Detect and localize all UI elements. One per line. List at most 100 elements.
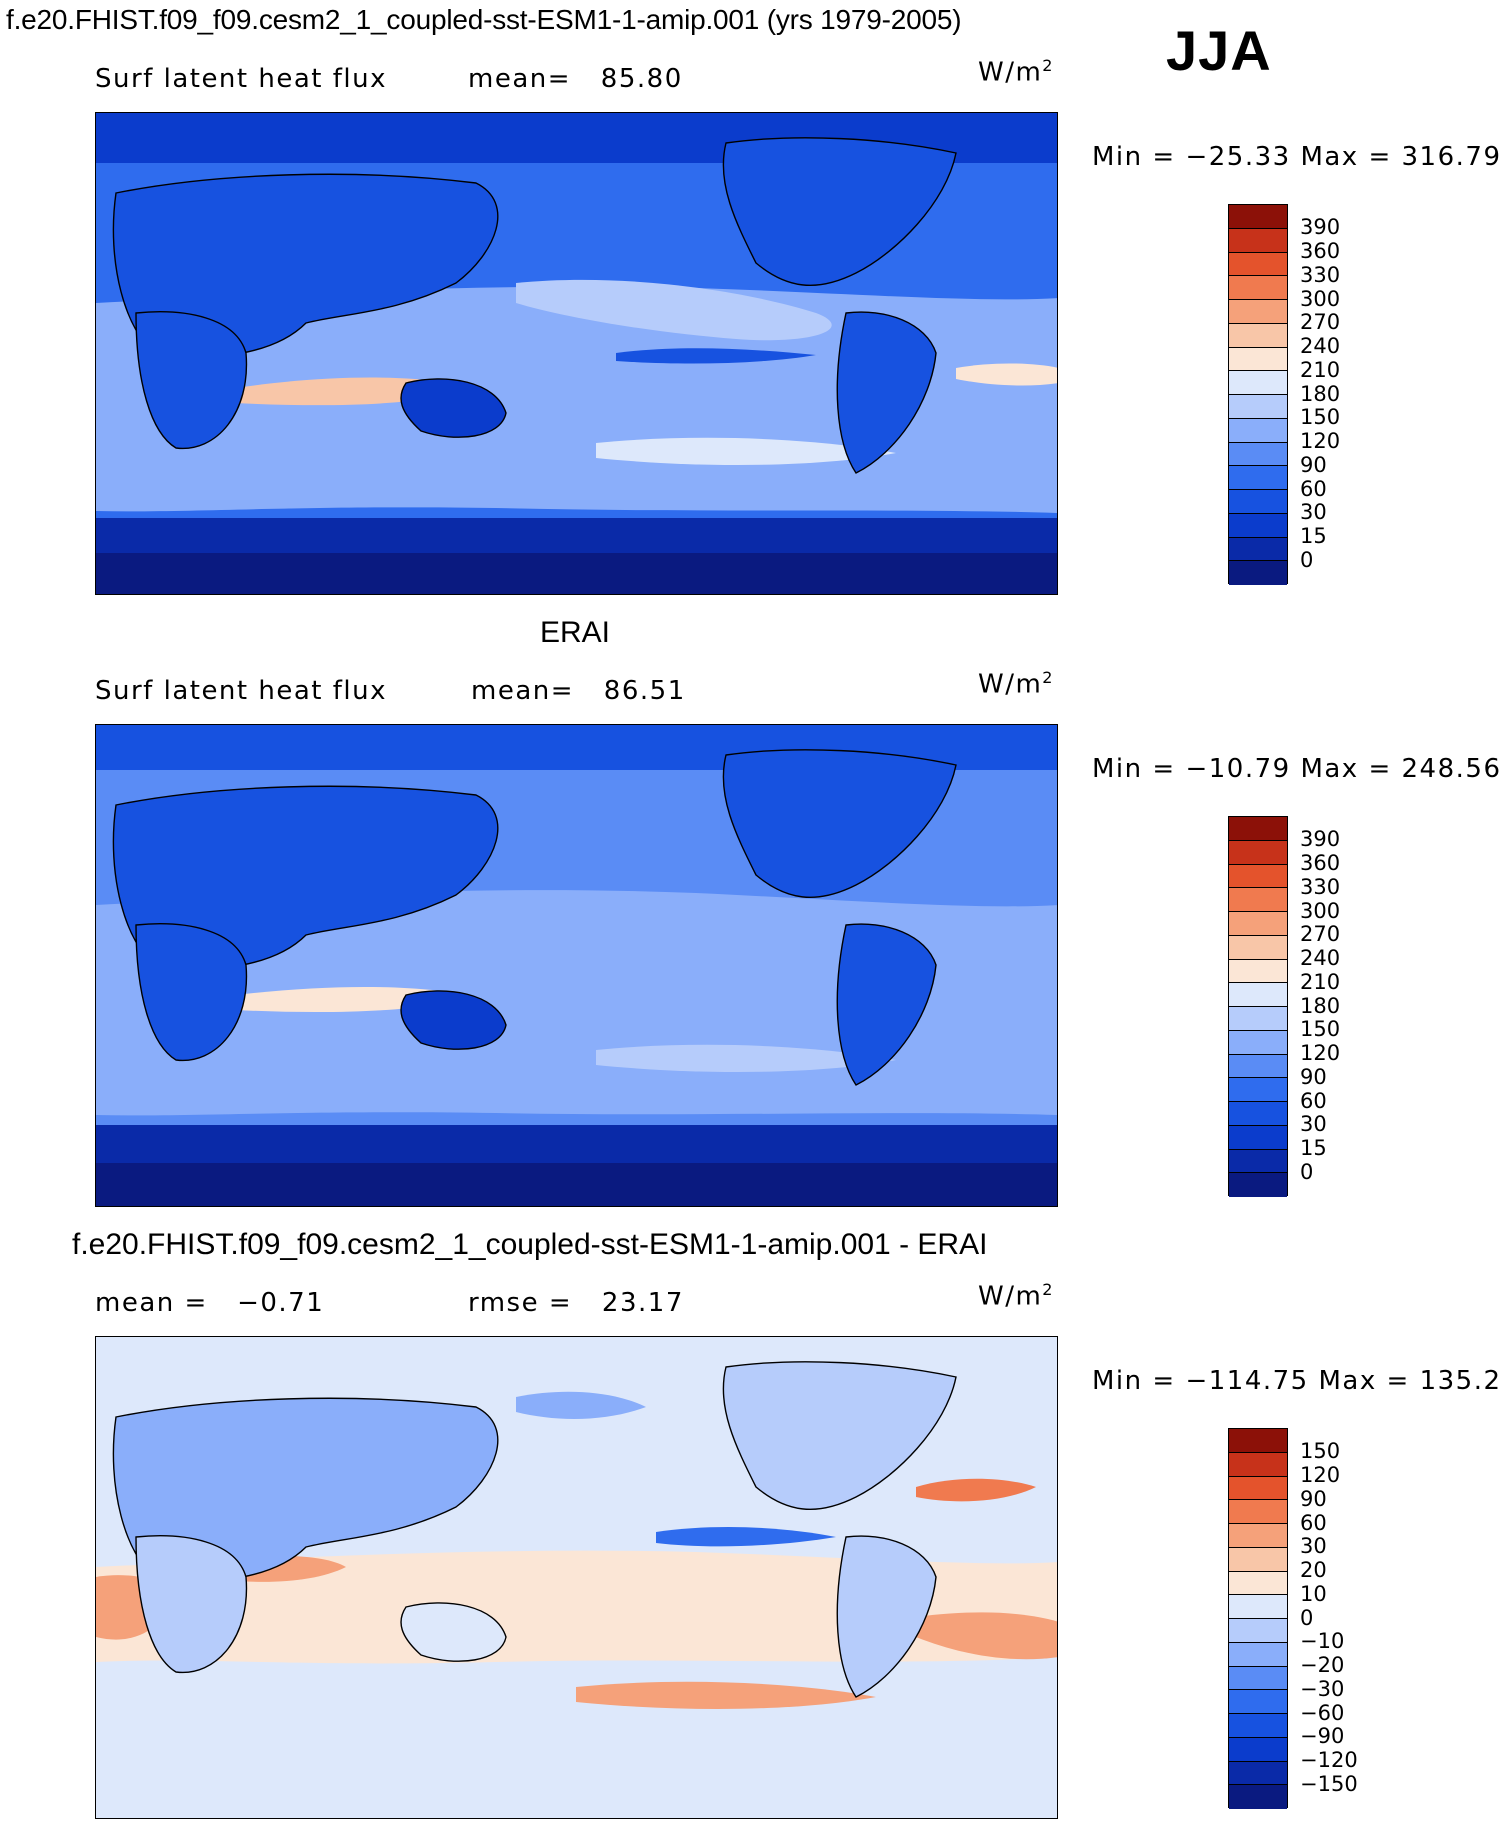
colorbar-swatch — [1229, 1619, 1287, 1643]
colorbar-swatch — [1229, 1785, 1287, 1809]
colorbar-swatch — [1229, 1524, 1287, 1548]
colorbar-tick-label: 150 — [1300, 405, 1341, 430]
colorbar-swatch — [1229, 1714, 1287, 1738]
colorbar-swatch — [1229, 276, 1287, 300]
panel2-map-antarctica — [96, 1163, 1057, 1206]
panel3-map — [95, 1336, 1058, 1819]
colorbar-tick-label: 330 — [1300, 262, 1341, 287]
colorbar-tick-label: 60 — [1300, 1088, 1327, 1113]
colorbar-swatch — [1229, 1030, 1287, 1055]
colorbar-tick-label: 270 — [1300, 922, 1341, 947]
panel2-minmax: Min = −10.79 Max = 248.56 — [1092, 754, 1500, 784]
panel3-unit-exp: 2 — [1042, 1280, 1053, 1299]
colorbar-swatch — [1229, 442, 1287, 467]
panel1-map-antarctica — [96, 553, 1057, 594]
colorbar-tick-label: 60 — [1300, 1510, 1327, 1535]
panel1-map-south-pacific — [596, 437, 896, 465]
colorbar-tick-label: 15 — [1300, 1136, 1327, 1160]
colorbar-swatch — [1229, 1476, 1287, 1501]
colorbar-tick-label: −20 — [1300, 1653, 1345, 1677]
colorbar-tick-label: 0 — [1300, 547, 1314, 572]
figure-title: f.e20.FHIST.f09_f09.cesm2_1_coupled-sst-… — [6, 4, 962, 35]
colorbar-swatch — [1229, 817, 1287, 841]
colorbar-tick-label: 30 — [1300, 1534, 1327, 1559]
panel2-units: W/m2 — [978, 668, 1052, 700]
colorbar-swatch — [1229, 371, 1287, 395]
panel1-unit-exp: 2 — [1042, 56, 1053, 75]
panel1-mean-value: 85.80 — [600, 64, 683, 94]
colorbar-tick-label: 30 — [1300, 500, 1327, 525]
colorbar-swatch — [1229, 300, 1287, 324]
colorbar-swatch — [1229, 1642, 1287, 1667]
panel2-unit-base: W/m — [978, 669, 1043, 700]
colorbar-tick-label: −120 — [1300, 1748, 1358, 1772]
panel3-max-value: 135.24 — [1419, 1366, 1500, 1396]
panel2-mean-value: 86.51 — [603, 676, 686, 706]
panel1-mean-key: mean= — [468, 64, 572, 94]
panel3-map-antarctica — [96, 1777, 1057, 1818]
panel3-map-africa — [135, 1535, 248, 1674]
panel3-map-eq-pacific-negative — [656, 1526, 836, 1547]
panel3-map-north-atlantic-positive — [916, 1478, 1036, 1502]
panel3-map-south-atlantic-positive — [916, 1612, 1057, 1660]
panel3-min-key: Min = — [1092, 1366, 1176, 1396]
colorbar-swatch — [1229, 490, 1287, 514]
colorbar-swatch — [1229, 418, 1287, 443]
panel1-map-south-america — [836, 311, 937, 474]
panel3-units: W/m2 — [978, 1280, 1052, 1312]
panel1-max-key: Max = — [1300, 142, 1392, 172]
panel3-minmax: Min = −114.75 Max = 135.24 — [1092, 1366, 1500, 1396]
colorbar-tick-label: 240 — [1300, 946, 1341, 970]
panel2-mean-key: mean= — [471, 676, 575, 706]
panel3-min-value: −114.75 — [1185, 1366, 1309, 1396]
colorbar-tick-label: 30 — [1300, 1112, 1327, 1137]
panel2-mean-label: mean= 86.51 — [471, 676, 686, 706]
colorbar-swatch — [1229, 1595, 1287, 1619]
colorbar-swatch — [1229, 1571, 1287, 1596]
colorbar-tick-label: 90 — [1300, 452, 1327, 477]
panel3-map-australia — [400, 1602, 507, 1662]
colorbar-tick-label: 60 — [1300, 476, 1327, 501]
panel2-map-africa — [135, 923, 248, 1062]
panel3-map-north-pacific-negative — [516, 1391, 646, 1419]
colorbar-swatch — [1229, 912, 1287, 936]
colorbar-tick-label: 210 — [1300, 969, 1341, 994]
season-label: JJA — [1166, 19, 1272, 82]
panel1-map-australia — [400, 378, 507, 438]
colorbar-swatch — [1229, 1429, 1287, 1453]
colorbar-swatch — [1229, 864, 1287, 889]
panel3-map-south-pacific-positive — [576, 1681, 876, 1709]
panel1-colorbar — [1228, 204, 1288, 585]
colorbar-tick-label: 210 — [1300, 357, 1341, 382]
panel3-map-south-america — [836, 1535, 937, 1698]
colorbar-tick-label: 0 — [1300, 1605, 1314, 1630]
colorbar-tick-label: 390 — [1300, 827, 1341, 852]
panel2-map-svg — [96, 725, 1057, 1206]
colorbar-tick-label: 90 — [1300, 1486, 1327, 1511]
panel2-min-key: Min = — [1092, 754, 1176, 784]
colorbar-tick-label: 330 — [1300, 874, 1341, 899]
colorbar-swatch — [1229, 347, 1287, 372]
panel3-map-svg — [96, 1337, 1057, 1818]
colorbar-swatch — [1229, 1007, 1287, 1031]
panel2-unit-exp: 2 — [1042, 668, 1053, 687]
panel1-mean-label: mean= 85.80 — [468, 64, 683, 94]
colorbar-swatch — [1229, 1173, 1287, 1197]
colorbar-tick-label: 270 — [1300, 310, 1341, 335]
colorbar-swatch — [1229, 1452, 1287, 1477]
colorbar-tick-label: 120 — [1300, 429, 1341, 453]
panel1-max-value: 316.79 — [1401, 142, 1500, 172]
colorbar-swatch — [1229, 983, 1287, 1007]
colorbar-tick-label: 10 — [1300, 1581, 1327, 1606]
panel1-map-north-america — [722, 137, 957, 286]
colorbar-tick-label: 120 — [1300, 1463, 1341, 1487]
colorbar-tick-label: 360 — [1300, 851, 1341, 875]
panel2-map-australia — [400, 990, 507, 1050]
colorbar-tick-label: 120 — [1300, 1041, 1341, 1065]
panel3-max-key: Max = — [1318, 1366, 1410, 1396]
colorbar-swatch — [1229, 888, 1287, 912]
colorbar-swatch — [1229, 513, 1287, 538]
panel1-unit-base: W/m — [978, 57, 1043, 88]
panel3-map-tropics-warm — [96, 1550, 1057, 1664]
panel1-map-svg — [96, 113, 1057, 594]
